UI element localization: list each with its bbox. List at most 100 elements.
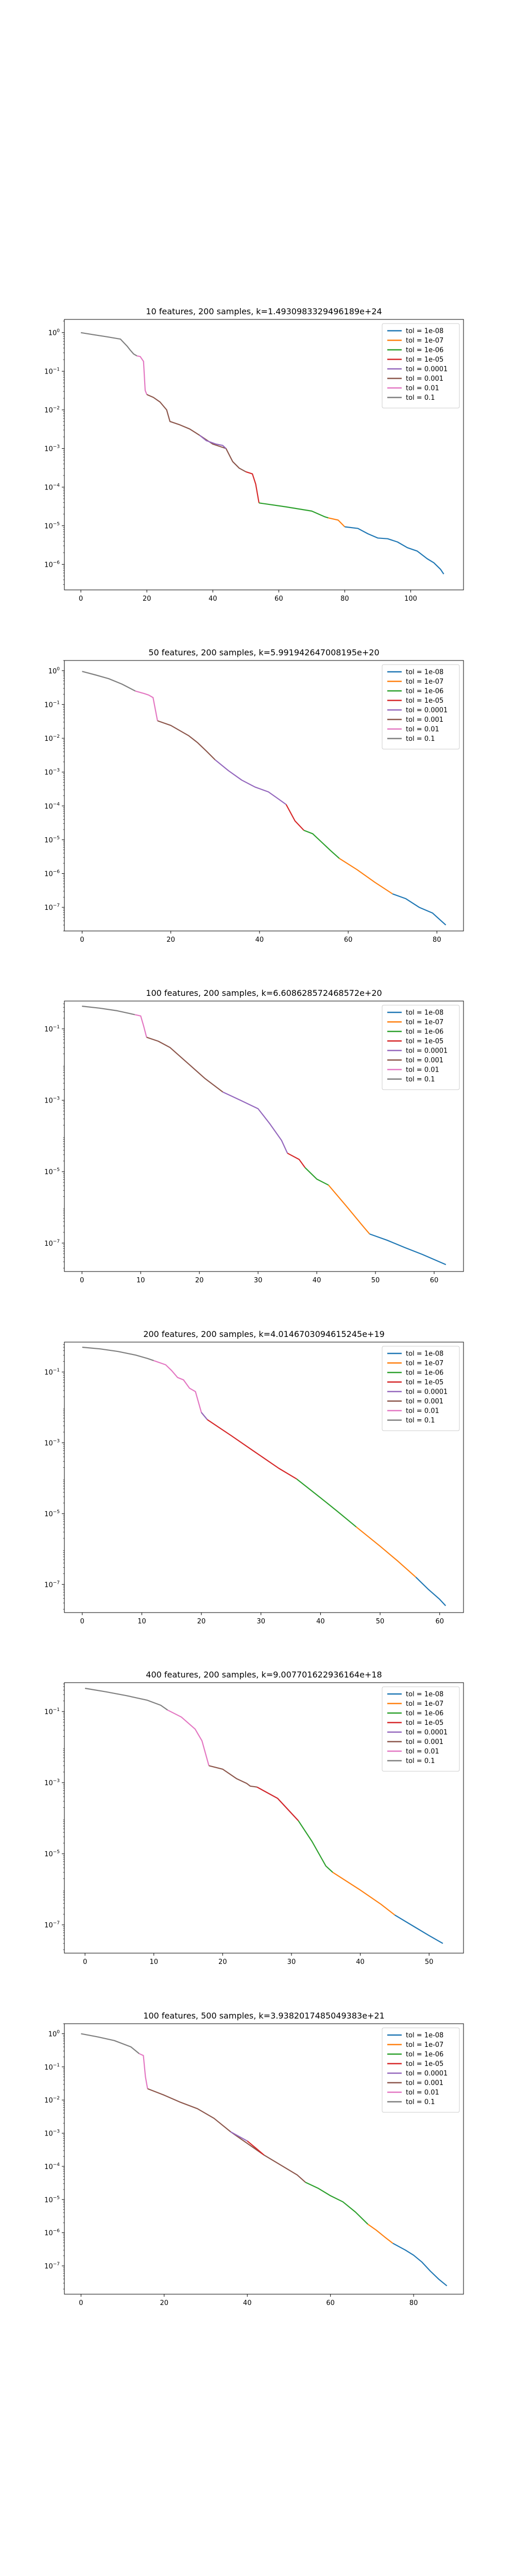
y-tick-label: 100	[48, 2029, 60, 2038]
series-line	[199, 435, 227, 449]
series-line	[369, 1233, 447, 1265]
legend-label: tol = 1e-05	[406, 1379, 443, 1386]
series-line	[303, 829, 340, 859]
series-line	[345, 526, 444, 574]
y-tick-label: 10−7	[44, 2262, 60, 2270]
legend-box	[382, 1346, 460, 1431]
y-tick-label: 10−2	[44, 2096, 60, 2105]
series-line	[328, 517, 346, 528]
series-line	[332, 1872, 396, 1916]
x-tick-label: 0	[83, 1958, 87, 1966]
y-tick-label: 10−1	[44, 1368, 60, 1377]
series-line	[82, 1005, 135, 1015]
legend-label: tol = 1e-07	[406, 1360, 443, 1367]
y-tick-label: 10−1	[44, 700, 60, 709]
legend-label: tol = 1e-06	[406, 1369, 443, 1377]
series-line	[415, 1577, 447, 1606]
series-line	[153, 1360, 202, 1413]
series-line	[259, 502, 329, 519]
legend-label: tol = 1e-06	[406, 2051, 443, 2059]
x-tick-label: 20	[218, 1958, 227, 1966]
series-line	[298, 1820, 333, 1873]
x-tick-label: 60	[326, 2299, 335, 2307]
series-line	[305, 2181, 369, 2225]
legend-label: tol = 1e-08	[406, 1691, 443, 1699]
chart-title: 400 features, 200 samples, k=9.007701622…	[146, 1670, 382, 1680]
y-tick-label: 10−1	[44, 2063, 60, 2072]
x-tick-label: 40	[255, 936, 264, 944]
series-line	[222, 1091, 288, 1154]
series-line	[136, 355, 148, 395]
y-tick-label: 10−4	[44, 2162, 60, 2171]
series-line	[339, 858, 393, 894]
series-line	[285, 804, 304, 831]
legend-box	[382, 1686, 460, 1772]
legend-label: tol = 0.1	[406, 1076, 435, 1083]
plot-frame	[64, 1342, 464, 1613]
series-line	[147, 2088, 306, 2183]
legend-label: tol = 0.1	[406, 735, 435, 743]
x-tick-label: 40	[316, 1618, 325, 1625]
y-tick-label: 10−4	[44, 483, 60, 492]
y-tick-label: 10−3	[44, 768, 60, 777]
x-tick-label: 80	[409, 2299, 418, 2307]
legend-label: tol = 0.1	[406, 394, 435, 402]
x-tick-label: 40	[243, 2299, 252, 2307]
chart-panel-2: 50 features, 200 samples, k=5.9919426470…	[44, 648, 464, 944]
y-tick-label: 10−7	[44, 1239, 60, 1248]
series-line	[80, 332, 138, 357]
legend-label: tol = 1e-05	[406, 697, 443, 705]
series-line	[81, 2033, 140, 2054]
y-tick-label: 100	[48, 329, 60, 337]
x-tick-label: 30	[256, 1618, 265, 1625]
y-tick-label: 10−3	[44, 1096, 60, 1105]
x-tick-label: 0	[80, 1618, 84, 1625]
y-tick-label: 10−6	[44, 560, 60, 569]
legend-label: tol = 1e-06	[406, 347, 443, 354]
legend-label: tol = 1e-08	[406, 2032, 443, 2040]
x-tick-label: 0	[79, 595, 83, 603]
legend-box	[382, 323, 460, 409]
legend-label: tol = 0.1	[406, 1417, 435, 1425]
plot-frame	[64, 1682, 464, 1954]
series-line	[367, 2224, 393, 2244]
y-tick-label: 10−3	[44, 445, 60, 453]
series-line	[392, 893, 447, 926]
y-tick-label: 10−5	[44, 2195, 60, 2204]
x-tick-label: 40	[356, 1958, 365, 1966]
series-line	[296, 1478, 357, 1528]
chart-panel-1: 10 features, 200 samples, k=1.4930983329…	[44, 307, 464, 603]
legend-label: tol = 0.01	[406, 1408, 439, 1415]
y-tick-label: 10−2	[44, 406, 60, 415]
legend-label: tol = 0.001	[406, 716, 443, 724]
legend-label: tol = 0.01	[406, 726, 439, 734]
legend-label: tol = 0.1	[406, 1757, 435, 1765]
x-tick-label: 0	[80, 936, 84, 944]
chart-title: 50 features, 200 samples, k=5.9919426470…	[148, 648, 379, 657]
legend-label: tol = 1e-07	[406, 1700, 443, 1708]
series-line	[84, 1687, 168, 1711]
x-tick-label: 60	[435, 1618, 444, 1625]
chart-panel-6: 100 features, 500 samples, k=3.938201748…	[44, 2011, 464, 2307]
series-line	[394, 1914, 443, 1944]
y-tick-label: 10−3	[44, 1778, 60, 1787]
chart-title: 10 features, 200 samples, k=1.4930983329…	[146, 307, 382, 316]
series-line	[328, 1184, 370, 1234]
series-line	[167, 1709, 210, 1766]
x-tick-label: 20	[166, 936, 175, 944]
series-line	[247, 2140, 265, 2156]
y-tick-label: 10−4	[44, 802, 60, 810]
chart-title: 100 features, 200 samples, k=6.608628572…	[146, 988, 382, 998]
x-tick-label: 0	[80, 1277, 84, 1284]
legend-label: tol = 0.1	[406, 2098, 435, 2106]
y-tick-label: 10−5	[44, 521, 60, 530]
x-tick-label: 10	[149, 1958, 158, 1966]
series-line	[146, 394, 246, 472]
legend-label: tol = 0.001	[406, 1398, 443, 1405]
x-tick-label: 10	[138, 1618, 146, 1625]
